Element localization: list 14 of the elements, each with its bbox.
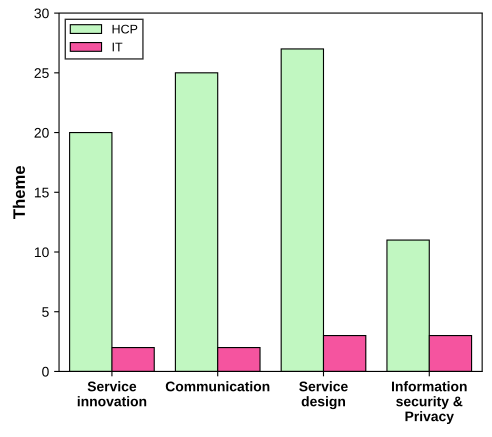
y-tick-label: 10 (34, 247, 49, 258)
x-tick-label: Communication (166, 381, 270, 392)
y-tick-label: 15 (34, 188, 49, 198)
x-tick-label: Service innovation (78, 381, 146, 406)
x-tick-label: Information security & Privacy (392, 381, 467, 424)
y-axis-title: Theme (12, 166, 26, 219)
y-tick-label: 20 (34, 128, 49, 138)
y-tick-label: 25 (34, 68, 49, 78)
y-tick-label: 30 (34, 8, 49, 18)
x-tick-label: Service design (299, 381, 348, 410)
y-tick-label: 5 (42, 307, 49, 317)
legend-label: IT (112, 42, 122, 52)
legend-label: HCP (112, 24, 138, 34)
y-tick-label: 0 (42, 366, 49, 377)
